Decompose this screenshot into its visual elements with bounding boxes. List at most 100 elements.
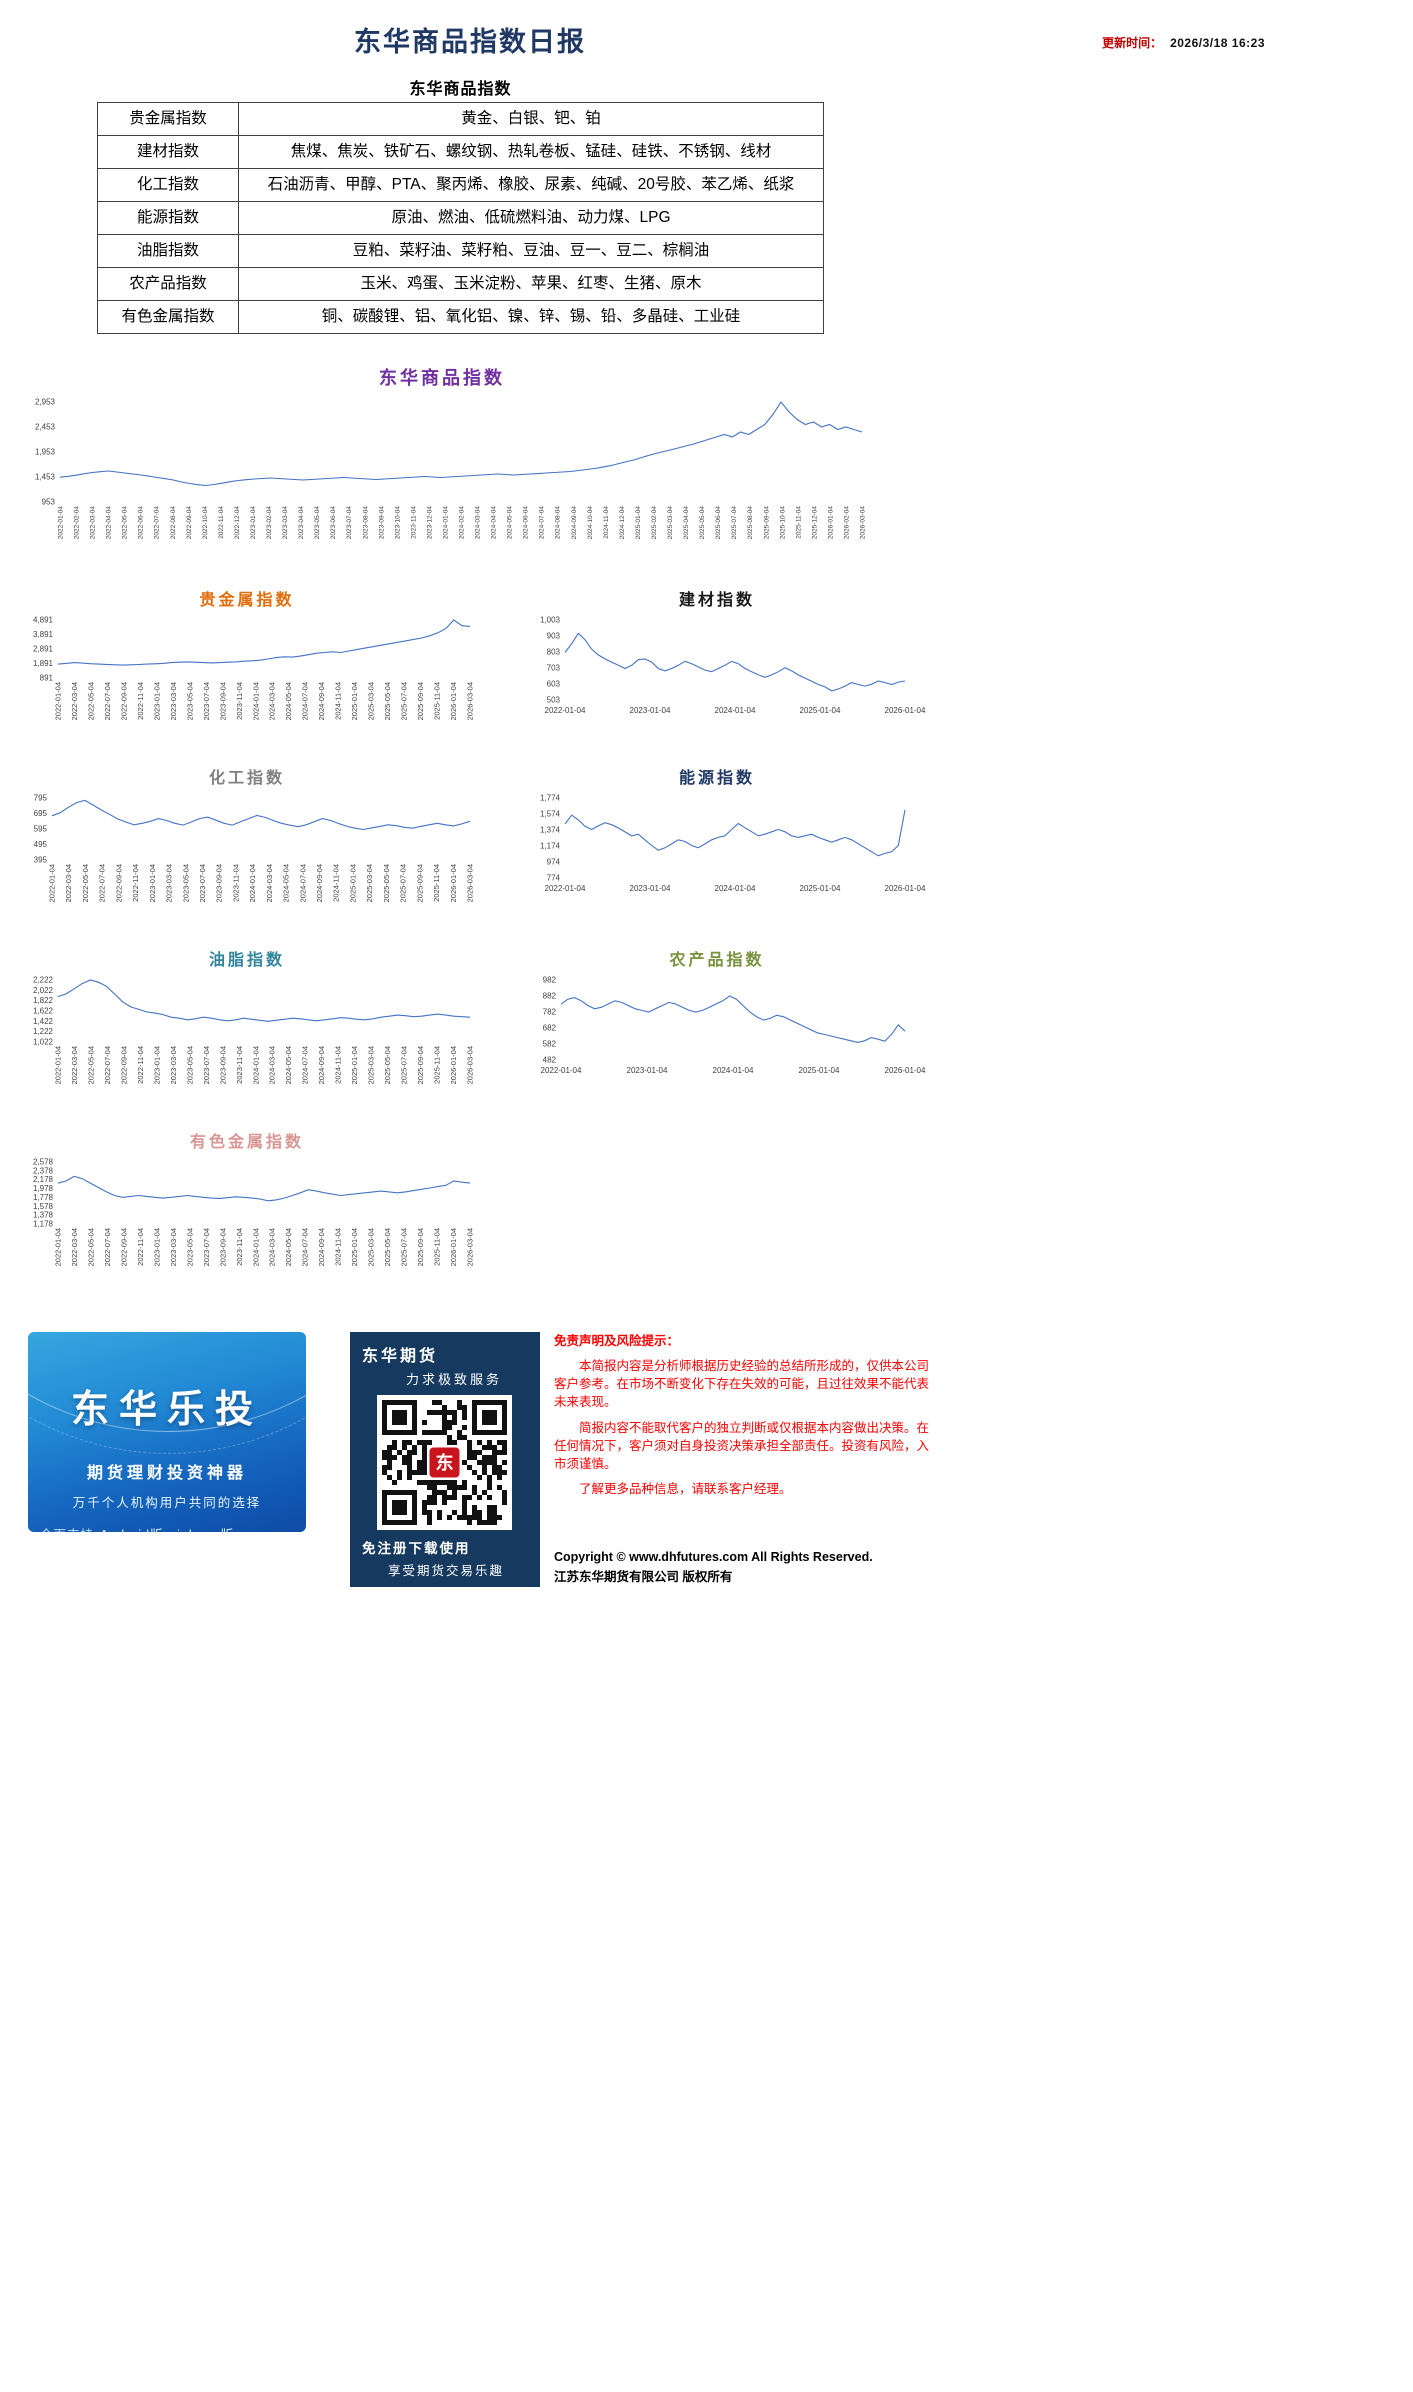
svg-text:2025-07-04: 2025-07-04: [400, 1046, 409, 1084]
app-tagline-3-platforms: Android版、iphone版: [100, 1528, 234, 1532]
svg-text:2026-03-04: 2026-03-04: [466, 1228, 475, 1266]
svg-text:2,178: 2,178: [33, 1175, 54, 1184]
svg-text:2025-11-04: 2025-11-04: [433, 1046, 442, 1084]
svg-text:1,778: 1,778: [33, 1193, 54, 1202]
svg-text:2022-07-04: 2022-07-04: [103, 682, 112, 720]
svg-text:2022-05-04: 2022-05-04: [86, 1046, 95, 1084]
svg-text:2022-01-04: 2022-01-04: [54, 1228, 63, 1266]
svg-text:2023-01-04: 2023-01-04: [152, 1046, 161, 1084]
svg-text:2,022: 2,022: [33, 986, 54, 995]
svg-text:1,022: 1,022: [33, 1038, 54, 1047]
svg-text:2022-09-04: 2022-09-04: [114, 864, 123, 902]
svg-text:603: 603: [547, 680, 561, 689]
svg-text:2025-02-04: 2025-02-04: [651, 506, 658, 540]
svg-text:1,178: 1,178: [33, 1220, 54, 1229]
chart-row: 贵金属指数 4,891 3,891 2,891 1,891 891 2022-01-04 2…: [12, 586, 940, 734]
svg-text:2022-01-04: 2022-01-04: [58, 506, 65, 540]
svg-text:2025-01-04: 2025-01-04: [799, 1066, 840, 1075]
chart-chemicals: 化工指数 795 695 595 495 395 2022-01-04 2022-03-04…: [12, 764, 517, 916]
svg-text:2026-02-04: 2026-02-04: [843, 506, 850, 540]
chart-composite-index: 东华商品指数 2,953 2,453 1,953 1,453 953 2022-01-04…: [12, 364, 872, 556]
svg-text:595: 595: [34, 825, 48, 834]
svg-text:2023-07-04: 2023-07-04: [202, 1228, 211, 1266]
svg-text:2022-07-04: 2022-07-04: [98, 864, 107, 902]
svg-text:1,578: 1,578: [33, 1202, 54, 1211]
svg-text:2024-07-04: 2024-07-04: [301, 682, 310, 720]
svg-text:2022-07-04: 2022-07-04: [103, 1228, 112, 1266]
app-tagline-3: 全面支持 Android版、iphone版: [28, 1524, 306, 1532]
svg-text:2022-11-04: 2022-11-04: [218, 506, 225, 539]
svg-text:2022-11-04: 2022-11-04: [136, 1046, 145, 1084]
svg-text:982: 982: [543, 976, 557, 985]
svg-text:1,978: 1,978: [33, 1184, 54, 1193]
svg-text:2026-01-04: 2026-01-04: [449, 1228, 458, 1266]
app-name: 东华乐投: [70, 1389, 263, 1432]
svg-text:2025-07-04: 2025-07-04: [400, 1228, 409, 1266]
svg-text:2025-04-04: 2025-04-04: [683, 506, 690, 540]
svg-text:2023-11-04: 2023-11-04: [231, 864, 240, 902]
chart-energy: 能源指数 1,774 1,574 1,374 1,174 974 774 2022-01-0…: [517, 764, 927, 896]
svg-text:2025-08-04: 2025-08-04: [747, 506, 754, 540]
svg-text:2026-01-04: 2026-01-04: [449, 682, 458, 720]
index-table: 贵金属指数 黄金、白银、钯、铂 建材指数 焦煤、焦炭、铁矿石、螺纹钢、热轧卷板、…: [97, 101, 824, 335]
index-category-components: 玉米、鸡蛋、玉米淀粉、苹果、红枣、生猪、原木: [238, 267, 824, 302]
svg-text:2025-09-04: 2025-09-04: [763, 506, 770, 540]
chart-plot-area: 1,774 1,574 1,374 1,174 974 774 2022-01-04 2023…: [517, 794, 927, 896]
svg-text:2023-01-04: 2023-01-04: [630, 706, 671, 715]
svg-text:2022-06-04: 2022-06-04: [138, 506, 145, 540]
svg-text:2022-01-04: 2022-01-04: [545, 884, 586, 893]
svg-text:2024-09-04: 2024-09-04: [315, 864, 324, 902]
app-tagline-2: 万千个人机构用户共同的选择: [72, 1496, 262, 1511]
svg-text:2026-01-04: 2026-01-04: [885, 1066, 926, 1075]
qr-panel-brand: 东华期货: [361, 1348, 438, 1366]
chart-title: 化工指数: [208, 770, 285, 788]
svg-text:2024-09-04: 2024-09-04: [317, 1046, 326, 1084]
svg-text:2025-01-04: 2025-01-04: [350, 682, 359, 720]
svg-text:2023-02-04: 2023-02-04: [266, 506, 273, 540]
svg-text:2025-09-04: 2025-09-04: [416, 1046, 425, 1084]
svg-text:2025-05-04: 2025-05-04: [383, 682, 392, 720]
index-category-label: 农产品指数: [97, 267, 239, 302]
svg-text:2024-01-04: 2024-01-04: [251, 682, 260, 720]
svg-text:2022-11-04: 2022-11-04: [136, 682, 145, 720]
svg-text:2023-01-04: 2023-01-04: [250, 506, 257, 540]
table-row: 能源指数 原油、燃油、低硫燃料油、动力煤、LPG: [97, 201, 824, 236]
svg-text:2023-07-04: 2023-07-04: [202, 682, 211, 720]
svg-text:495: 495: [34, 840, 48, 849]
svg-text:2024-09-04: 2024-09-04: [317, 1228, 326, 1266]
svg-text:2023-11-04: 2023-11-04: [235, 1228, 244, 1266]
svg-text:2025-07-04: 2025-07-04: [400, 682, 409, 720]
svg-text:2024-07-04: 2024-07-04: [539, 506, 546, 540]
index-category-components: 豆粕、菜籽油、菜籽粕、豆油、豆一、豆二、棕榈油: [238, 234, 824, 269]
app-tagline-1: 期货理财投资神器: [86, 1465, 247, 1483]
svg-text:2023-03-04: 2023-03-04: [169, 1046, 178, 1084]
copyright: Copyright © www.dhfutures.com All Rights…: [554, 1547, 940, 1587]
qr-code: 东: [377, 1395, 513, 1531]
chart-plot-area: 1,003 903 803 703 603 503 2022-01-04 2023-01-04…: [517, 616, 927, 718]
svg-text:2023-03-04: 2023-03-04: [169, 1228, 178, 1266]
index-category-label: 有色金属指数: [97, 300, 239, 335]
svg-text:2022-05-04: 2022-05-04: [122, 506, 129, 540]
svg-text:2022-01-04: 2022-01-04: [54, 682, 63, 720]
footer: 东华乐投 期货理财投资神器 万千个人机构用户共同的选择 全面支持 Android版…: [28, 1332, 940, 1588]
svg-text:2022-09-04: 2022-09-04: [119, 682, 128, 720]
svg-text:2025-11-04: 2025-11-04: [432, 864, 441, 902]
chart-title: 农产品指数: [669, 952, 765, 970]
svg-text:2,953: 2,953: [35, 398, 56, 407]
svg-text:503: 503: [547, 696, 561, 705]
qr-panel-slogan: 力求极致服务: [405, 1372, 502, 1388]
report-title: 东华商品指数日报: [354, 27, 586, 57]
svg-text:2022-03-04: 2022-03-04: [64, 864, 73, 902]
svg-text:2023-03-04: 2023-03-04: [165, 864, 174, 902]
svg-text:2023-01-04: 2023-01-04: [152, 682, 161, 720]
svg-text:2022-04-04: 2022-04-04: [106, 506, 113, 540]
svg-text:2024-11-04: 2024-11-04: [334, 682, 343, 720]
index-table-section: 东华商品指数 贵金属指数 黄金、白银、钯、铂 建材指数 焦煤、焦炭、铁矿石、螺纹…: [97, 75, 824, 335]
qr-panel: 东华期货 力求极致服务 东 免注册下载使用 享受期货交易乐趣: [349, 1332, 540, 1588]
chart-agricultural: 农产品指数 982 882 782 682 582 482 2022-01-04 2023-0…: [517, 946, 927, 1078]
svg-text:2022-07-04: 2022-07-04: [154, 506, 161, 540]
svg-text:1,774: 1,774: [540, 794, 561, 803]
svg-text:1,422: 1,422: [33, 1017, 54, 1026]
svg-text:2024-09-04: 2024-09-04: [317, 682, 326, 720]
svg-text:2025-03-04: 2025-03-04: [365, 864, 374, 902]
